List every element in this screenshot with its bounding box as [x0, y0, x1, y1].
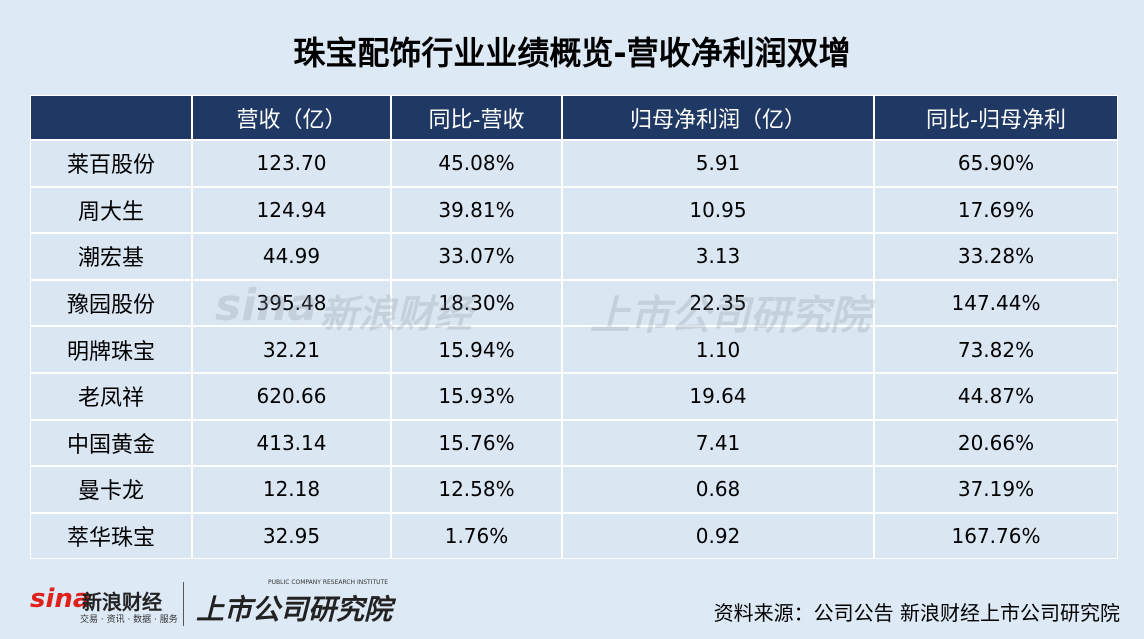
row-label: 豫园股份 [30, 279, 192, 327]
table-cell: 32.95 [192, 512, 391, 560]
table-cell: 15.76% [391, 419, 562, 467]
institute: 上市公司研究院 [196, 593, 393, 626]
table-cell: 413.14 [192, 419, 391, 467]
logo-name: 新浪财经 [82, 590, 162, 614]
table-cell: 39.81% [391, 186, 562, 234]
logo-sina: sina [30, 584, 91, 614]
row-label: 萃华珠宝 [30, 512, 192, 560]
table-cell: 44.87% [874, 373, 1118, 420]
row-label: 明牌珠宝 [30, 326, 192, 373]
table-cell: 1.76% [391, 512, 562, 560]
row-label: 中国黄金 [30, 419, 192, 467]
table-cell: 5.91 [562, 140, 874, 187]
table-cell: 395.48 [192, 279, 391, 327]
table-cell: 147.44% [874, 279, 1118, 327]
table-cell: 17.69% [874, 186, 1118, 234]
divider [183, 582, 184, 626]
table-cell: 124.94 [192, 186, 391, 234]
table-cell: 32.21 [192, 326, 391, 373]
table-cell: 22.35 [562, 279, 874, 327]
table-cell: 1.10 [562, 326, 874, 373]
table-cell: 19.64 [562, 373, 874, 420]
table-cell: 20.66% [874, 419, 1118, 467]
row-label: 曼卡龙 [30, 466, 192, 513]
table-cell: 3.13 [562, 233, 874, 280]
table-cell: 123.70 [192, 140, 391, 187]
table-cell: 33.07% [391, 233, 562, 280]
source: 资料来源：公司公告 新浪财经上市公司研究院 [713, 601, 1120, 625]
table-cell: 44.99 [192, 233, 391, 280]
title: 珠宝配饰行业业绩概览-营收净利润双增 [293, 34, 851, 72]
header-cell: 营收（亿） [192, 95, 391, 140]
row-label: 潮宏基 [30, 233, 192, 280]
header-cell: 同比-归母净利 [874, 95, 1118, 140]
table-cell: 12.18 [192, 466, 391, 513]
table-cell: 12.58% [391, 466, 562, 513]
table-cell: 7.41 [562, 419, 874, 467]
institute-en: PUBLIC COMPANY RESEARCH INSTITUTE [268, 579, 388, 586]
table-cell: 15.94% [391, 326, 562, 373]
table-cell: 65.90% [874, 140, 1118, 187]
table-cell: 73.82% [874, 326, 1118, 373]
header-cell: 同比-营收 [391, 95, 562, 140]
table-cell: 45.08% [391, 140, 562, 187]
table-cell: 37.19% [874, 466, 1118, 513]
table-cell: 18.30% [391, 279, 562, 327]
row-label: 莱百股份 [30, 140, 192, 187]
table-cell: 15.93% [391, 373, 562, 420]
header-cell: 归母净利润（亿） [562, 95, 874, 140]
table-cell: 0.68 [562, 466, 874, 513]
table-cell: 167.76% [874, 512, 1118, 560]
table-cell: 0.92 [562, 512, 874, 560]
logo-slogan: 交易 · 资讯 · 数据 · 服务 [80, 615, 178, 625]
table-cell: 620.66 [192, 373, 391, 420]
table-cell: 33.28% [874, 233, 1118, 280]
row-label: 老凤祥 [30, 373, 192, 420]
header-cell [30, 95, 192, 140]
row-label: 周大生 [30, 186, 192, 234]
table-cell: 10.95 [562, 186, 874, 234]
